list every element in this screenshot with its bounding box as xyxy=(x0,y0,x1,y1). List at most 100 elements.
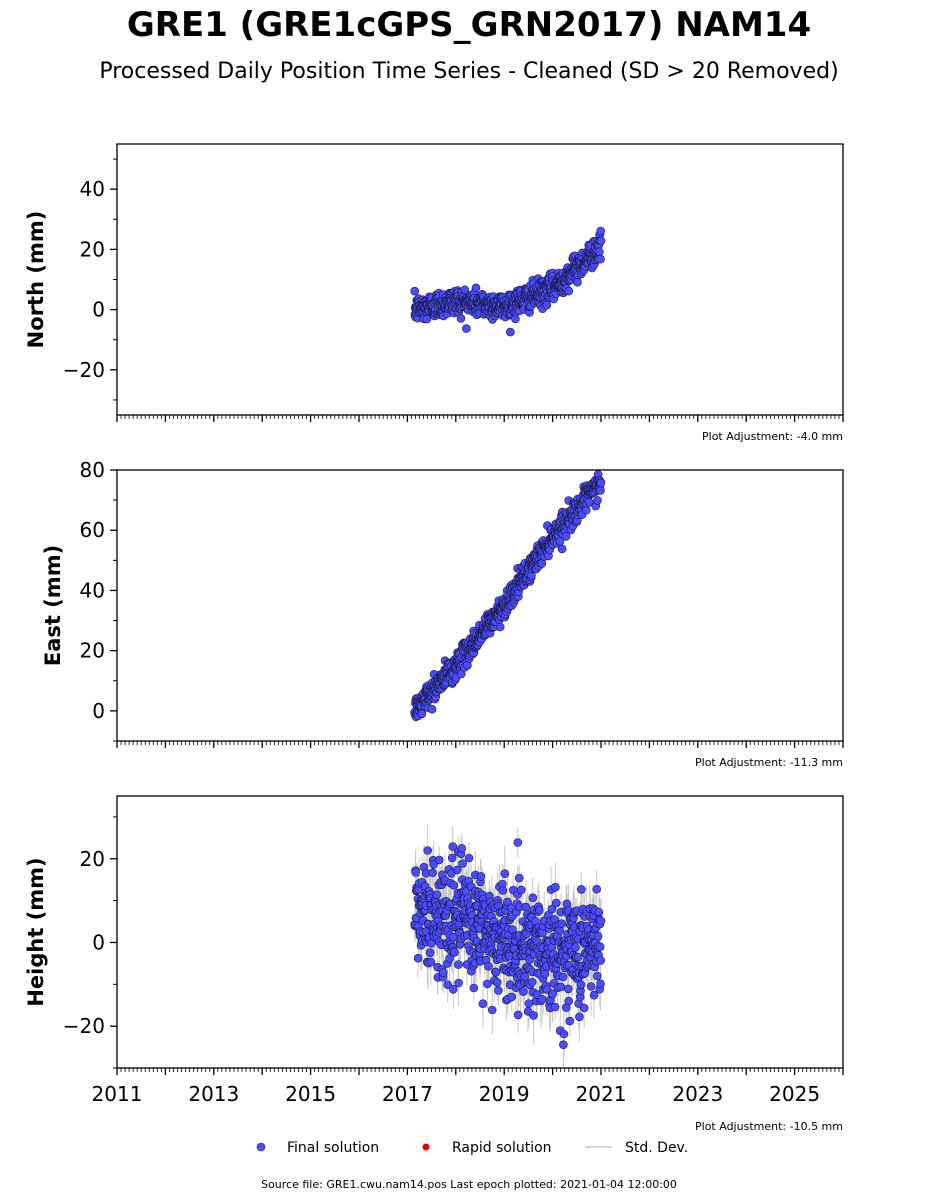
chart-title: GRE1 (GRE1cGPS_GRN2017) NAM14 xyxy=(127,5,811,45)
plot-adjustment-note: Plot Adjustment: -10.5 mm xyxy=(695,1120,843,1133)
data-point xyxy=(454,960,463,969)
y-tick-label: 20 xyxy=(80,639,105,663)
y-tick-label: 0 xyxy=(92,298,105,322)
x-tick-label: 2021 xyxy=(576,1082,627,1106)
data-point xyxy=(561,531,571,541)
data-point xyxy=(586,982,596,991)
data-point xyxy=(558,972,568,982)
legend: Final solution Rapid solution Std. Dev. xyxy=(256,1140,688,1156)
axes-frame xyxy=(116,143,844,416)
data-point xyxy=(559,1029,569,1039)
data-point xyxy=(596,478,606,488)
data-point xyxy=(513,1010,523,1020)
data-point xyxy=(495,622,505,632)
y-tick-label: 80 xyxy=(80,458,105,482)
data-point xyxy=(527,977,537,987)
data-point xyxy=(596,486,605,495)
data-point xyxy=(478,999,488,1009)
data-point xyxy=(426,957,436,967)
data-point xyxy=(506,327,515,337)
data-point xyxy=(565,1016,575,1026)
data-point xyxy=(464,853,474,863)
x-tick-label: 2015 xyxy=(285,1082,336,1106)
data-point xyxy=(548,989,558,999)
data-point xyxy=(411,868,421,877)
data-point xyxy=(417,709,427,719)
data-point xyxy=(596,956,606,965)
data-point xyxy=(423,846,433,855)
x-tick-label: 2019 xyxy=(479,1082,530,1106)
data-layer xyxy=(410,226,606,337)
data-point xyxy=(448,842,458,851)
data-point xyxy=(516,885,526,895)
data-point xyxy=(595,247,604,257)
y-tick-label: −20 xyxy=(63,358,105,382)
data-point xyxy=(434,855,444,865)
data-point xyxy=(438,968,448,977)
data-point xyxy=(519,987,528,996)
height-panel: −20 0 20 2011 2013 2015 2017 2019 2021 2023 2025 He… xyxy=(24,795,844,1133)
y-tick-label: 20 xyxy=(80,237,105,261)
data-point xyxy=(564,996,574,1006)
y-tick-label: −20 xyxy=(63,1014,105,1038)
data-point xyxy=(557,919,567,929)
data-point xyxy=(524,999,534,1008)
data-point xyxy=(483,979,492,989)
data-point xyxy=(571,943,580,952)
x-tick-label: 2011 xyxy=(92,1082,143,1106)
legend-rapid-marker xyxy=(422,1143,430,1151)
data-point xyxy=(498,886,508,895)
legend-final-label: Final solution xyxy=(287,1140,379,1156)
data-point xyxy=(507,992,517,1002)
data-point xyxy=(596,979,605,989)
x-tick-label: 2017 xyxy=(382,1082,433,1106)
east-panel: 0 20 40 60 80 East (mm) Plot Adjustment: -11.3… xyxy=(41,458,844,769)
data-point xyxy=(484,961,493,971)
data-point xyxy=(432,890,442,900)
data-point xyxy=(564,286,574,296)
data-point xyxy=(573,952,583,962)
plot-adjustment-note: Plot Adjustment: -4.0 mm xyxy=(702,430,843,443)
data-point xyxy=(589,990,599,1000)
data-point xyxy=(456,313,466,323)
data-point xyxy=(469,983,479,993)
data-point xyxy=(576,980,586,990)
data-point xyxy=(592,971,602,981)
data-point xyxy=(551,898,561,908)
data-point xyxy=(460,285,470,295)
data-point xyxy=(540,969,550,979)
x-tick-label: 2025 xyxy=(769,1082,820,1106)
data-point xyxy=(521,902,531,912)
data-point xyxy=(596,236,606,246)
data-point xyxy=(491,967,501,977)
footer-source: Source file: GRE1.cwu.nam14.pos Last epo… xyxy=(261,1178,677,1191)
data-point xyxy=(520,972,530,982)
data-point xyxy=(579,1003,589,1013)
chart-subtitle: Processed Daily Position Time Series - C… xyxy=(99,59,838,84)
data-point xyxy=(448,932,458,942)
data-point xyxy=(458,859,467,868)
data-point xyxy=(584,497,594,507)
data-point xyxy=(492,978,502,987)
data-point xyxy=(447,853,457,863)
plot-adjustment-note: Plot Adjustment: -11.3 mm xyxy=(695,756,843,769)
data-point xyxy=(557,544,567,554)
data-point xyxy=(563,984,573,994)
data-point xyxy=(596,916,606,926)
legend-std-label: Std. Dev. xyxy=(625,1140,688,1156)
data-point xyxy=(428,868,437,878)
y-tick-label: 40 xyxy=(80,177,105,201)
data-point xyxy=(556,982,566,992)
data-point xyxy=(513,838,523,847)
y-tick-label: 20 xyxy=(80,847,105,871)
data-point xyxy=(537,994,547,1004)
data-point xyxy=(454,978,463,988)
data-point xyxy=(457,843,467,853)
axes-frame xyxy=(116,469,844,742)
data-point xyxy=(450,947,459,957)
data-point xyxy=(529,1011,538,1020)
data-layer xyxy=(410,824,606,1068)
data-point xyxy=(576,885,586,894)
data-point xyxy=(575,1012,584,1022)
